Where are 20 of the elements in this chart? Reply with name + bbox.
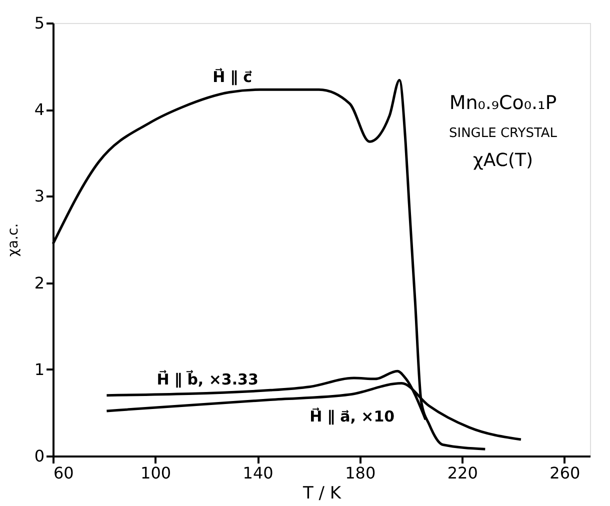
y-tick-label: 4 xyxy=(34,100,44,120)
y-tick-label: 0 xyxy=(34,446,44,466)
annotation: SINGLE CRYSTAL xyxy=(448,126,558,141)
x-tick-label: 60 xyxy=(54,464,74,482)
x-tick-label: 220 xyxy=(447,464,478,482)
y-tick-label: 1 xyxy=(34,360,44,379)
series-label: H⃗ ∥ b⃗, ×3.33 xyxy=(156,370,258,388)
x-tick-label: 260 xyxy=(550,464,580,482)
annotation: Mn₀.₉Co₀.₁P xyxy=(449,92,557,114)
x-tick-label: 100 xyxy=(140,464,172,482)
x-axis-title: T / K xyxy=(302,484,342,504)
y-tick-label: 2 xyxy=(34,273,44,292)
x-tick-label: 180 xyxy=(345,464,376,482)
series-label: H⃗ ∥ a⃗, ×10 xyxy=(310,406,395,426)
y-axis-title: χa.c. xyxy=(5,223,22,257)
series-label: H⃗ ∥ c⃗ xyxy=(212,67,252,86)
x-tick-label: 140 xyxy=(242,464,274,482)
y-tick-label: 3 xyxy=(34,186,44,206)
y-tick-label: 5 xyxy=(34,14,44,32)
annotation: χAC(T) xyxy=(472,150,534,171)
